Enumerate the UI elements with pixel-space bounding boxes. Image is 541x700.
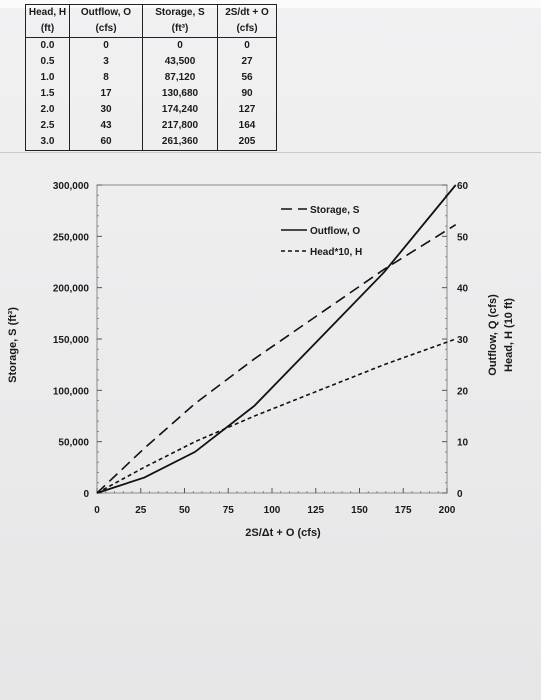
table-header: Outflow, O [69,4,143,21]
table-unit: (ft³) [142,21,218,38]
y-right-axis-title-head: Head, H (10 ft) [503,298,515,372]
legend-label: Head*10, H [310,247,362,258]
table-row: 2.0 30 174,240 127 [25,102,277,118]
table-cell: 0.0 [25,37,70,54]
table-cell: 27 [217,54,277,70]
table-cell: 1.0 [25,70,70,86]
table-cell: 87,120 [142,70,218,86]
right-tick-label: 10 [457,438,469,449]
left-tick-label: 50,000 [58,438,89,449]
bottom-tick-label: 75 [223,505,235,516]
rating-table: Head, H Outflow, O Storage, S 2S/dt + O … [25,4,277,151]
table-header: Head, H [25,4,70,21]
right-tick-label: 60 [457,181,469,192]
table-cell: 174,240 [142,102,218,118]
right-tick-label: 40 [457,284,469,295]
table-unit: (ft) [25,21,70,38]
y-left-axis-title: Storage, S (ft³) [7,307,19,383]
right-tick-label: 30 [457,335,469,346]
table-cell: 2.0 [25,102,70,118]
left-tick-label: 200,000 [53,284,90,295]
table-row: 2.5 43 217,800 164 [25,118,277,134]
bottom-tick-label: 100 [264,505,281,516]
bottom-tick-label: 25 [135,505,147,516]
left-axis-ticks: 0 50,000 100,000 150,000 200,000 250,000 300,0… [53,181,102,500]
table-row: 1.5 17 130,680 90 [25,86,277,102]
table-cell: 30 [69,102,143,118]
table-unit: (cfs) [217,21,277,38]
bottom-tick-label: 175 [395,505,412,516]
plot-border [96,184,448,494]
x-axis-title: 2S/Δt + O (cfs) [245,527,321,539]
plot-frame [96,184,448,494]
legend: Storage, S Outflow, O Head*10, H [281,205,362,258]
table-cell: 0 [69,37,143,54]
table-cell: 0 [217,37,277,54]
table-cell: 2.5 [25,118,70,134]
table-cell: 3 [69,54,143,70]
table-cell: 164 [217,118,277,134]
table-unit: (cfs) [69,21,143,38]
right-axis-ticks: 0 10 20 30 40 50 60 [442,181,469,500]
bottom-axis-ticks: 0 25 50 75 100 125 150 175 200 [94,488,456,516]
bottom-tick-label: 50 [179,505,191,516]
table-units-row: (ft) (cfs) (ft³) (cfs) [25,21,277,38]
left-tick-label: 0 [83,489,89,500]
table-cell: 56 [217,70,277,86]
table-header: 2S/dt + O [217,4,277,21]
left-tick-label: 150,000 [53,335,90,346]
table-cell: 0.5 [25,54,70,70]
right-tick-label: 20 [457,386,469,397]
left-tick-label: 250,000 [53,232,90,243]
table-cell: 261,360 [142,134,218,151]
page-divider [0,152,541,153]
left-tick-label: 300,000 [53,181,90,192]
bottom-tick-label: 0 [94,505,100,516]
table-cell: 205 [217,134,277,151]
table-header: Storage, S [142,4,218,21]
table-row: 0.5 3 43,500 27 [25,54,277,70]
table-row: 1.0 8 87,120 56 [25,70,277,86]
bottom-tick-label: 125 [307,505,324,516]
left-tick-label: 100,000 [53,386,90,397]
table-cell: 1.5 [25,86,70,102]
table-cell: 130,680 [142,86,218,102]
bottom-tick-label: 150 [351,505,368,516]
table-cell: 217,800 [142,118,218,134]
right-tick-label: 0 [457,489,463,500]
table-cell: 0 [142,37,218,54]
series-line-storage-s [96,224,457,494]
legend-label: Storage, S [310,205,360,216]
table-cell: 43 [69,118,143,134]
table-cell: 60 [69,134,143,151]
bottom-tick-label: 200 [439,505,456,516]
right-tick-label: 50 [457,232,469,243]
table-cell: 90 [217,86,277,102]
table-cell: 127 [217,102,277,118]
page-top-edge [0,0,541,8]
table-row: 0.0 0 0 0 [25,37,277,54]
table-cell: 3.0 [25,134,70,151]
series-line-outflow-o [96,184,457,494]
series-layer [96,184,457,494]
table-cell: 17 [69,86,143,102]
table-row: 3.0 60 261,360 205 [25,134,277,151]
table-cell: 8 [69,70,143,86]
table-header-row: Head, H Outflow, O Storage, S 2S/dt + O [25,4,277,21]
y-right-axis-title-outflow: Outflow, Q (cfs) [487,294,499,376]
table-cell: 43,500 [142,54,218,70]
legend-label: Outflow, O [310,226,360,237]
series-line-head-10-h [96,338,456,494]
